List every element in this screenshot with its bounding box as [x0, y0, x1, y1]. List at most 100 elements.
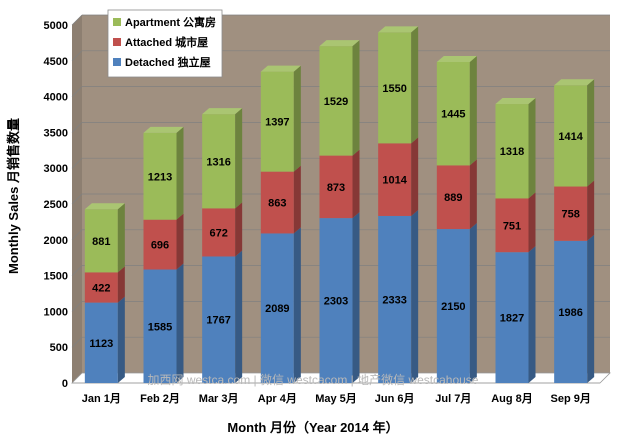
legend-swatch — [113, 18, 121, 26]
data-label: 1550 — [382, 83, 406, 95]
legend-swatch — [113, 38, 121, 46]
bar-segment — [260, 233, 294, 383]
x-axis-ticks: Jan 1月 Feb 2月 Mar 3月 Apr 4月 May 5月 Jun 6月 Jul … — [82, 392, 591, 405]
bar-segment-side — [293, 65, 301, 172]
bar-segment — [436, 61, 470, 166]
data-label: 2303 — [324, 296, 348, 308]
data-label: 873 — [327, 182, 345, 194]
legend-entry: Attached 城市屋 — [125, 35, 208, 49]
data-label: 2333 — [382, 294, 406, 306]
bar-segment — [495, 252, 529, 383]
bar-segment — [495, 198, 529, 253]
x-axis-title: Month 月份（Year 2014 年） — [227, 420, 398, 435]
x-tick-label: Jun 6月 — [375, 392, 415, 405]
bar-segment-side — [176, 213, 184, 270]
data-label: 1767 — [206, 315, 230, 327]
y-tick-label: 3000 — [44, 163, 68, 175]
x-tick-label: Aug 8月 — [491, 392, 533, 405]
gridline-side — [71, 157, 83, 169]
data-label: 1827 — [500, 313, 524, 325]
data-label: 751 — [503, 220, 521, 232]
data-label: 1445 — [441, 109, 465, 121]
gridline-side — [71, 50, 83, 62]
data-label: 1213 — [148, 171, 172, 183]
data-label: 758 — [561, 209, 579, 221]
bar-segment — [143, 269, 177, 383]
bar-top-face — [319, 40, 360, 47]
bar-top-face — [84, 203, 125, 210]
bar-segment — [143, 132, 177, 220]
bar-top-face — [554, 79, 595, 86]
bar-segment — [436, 229, 470, 383]
bar-segment — [378, 32, 412, 144]
bar-segment-side — [293, 165, 301, 234]
bar-segment-side — [352, 149, 360, 219]
bar-segment-side — [411, 137, 419, 216]
bar-segment-side — [528, 246, 536, 383]
data-label: 1414 — [558, 131, 583, 143]
data-label: 422 — [92, 282, 110, 294]
bar-segment-side — [528, 192, 536, 253]
data-label: 889 — [444, 192, 462, 204]
bar-segment-side — [411, 209, 419, 383]
bar-segment-side — [176, 263, 184, 383]
legend-box — [107, 9, 223, 78]
x-tick-label: Jul 7月 — [435, 392, 471, 405]
data-label: 863 — [268, 198, 286, 210]
data-label: 1318 — [500, 146, 524, 158]
bar-segment-side — [528, 98, 536, 199]
x-tick-label: Feb 2月 — [140, 392, 180, 405]
y-tick-label: 4000 — [44, 92, 68, 104]
y-tick-label: 4500 — [44, 56, 68, 68]
bar-top-face — [436, 55, 477, 62]
bar-segment — [554, 240, 588, 383]
bar-segment — [319, 218, 353, 383]
bar-top-face — [378, 26, 419, 33]
bar-segment-side — [469, 55, 477, 166]
bar-segment — [319, 46, 353, 156]
gridline-side — [71, 301, 83, 312]
bar-segment-side — [235, 250, 243, 383]
x-tick-label: May 5月 — [315, 392, 357, 405]
bar-segment-side — [235, 108, 243, 209]
bar-segment — [202, 256, 236, 383]
data-label: 1397 — [265, 117, 289, 129]
bar-segment — [84, 272, 118, 303]
bar-segment — [378, 215, 412, 383]
y-tick-label: 5000 — [44, 20, 68, 32]
bar-segment-side — [293, 227, 301, 383]
bar-segment — [202, 208, 236, 257]
gridline-side — [71, 336, 83, 348]
x-tick-label: Sep 9月 — [550, 392, 590, 405]
legend-entry: Apartment 公寓房 — [125, 15, 216, 29]
data-label: 672 — [209, 227, 227, 239]
bar-stacks: 1123 422 881 1585 696 1213 1767 672 1316 2089 863 1… — [84, 26, 595, 383]
bar-top-face — [202, 108, 243, 115]
bar-segment-side — [587, 234, 595, 383]
bar-segment-side — [352, 212, 360, 383]
bar-segment — [84, 302, 118, 383]
bar-top-face — [495, 98, 536, 105]
data-label: 2089 — [265, 303, 289, 315]
data-label: 1986 — [558, 307, 582, 319]
bar-segment — [319, 155, 353, 219]
gridline-side — [71, 265, 83, 276]
y-tick-label: 2000 — [44, 235, 68, 247]
bar-segment-side — [117, 266, 125, 303]
data-label: 1585 — [148, 321, 172, 333]
y-axis-ticks: 0 500 1000 1500 2000 2500 3000 3500 4000 4500 5000 — [44, 20, 68, 390]
watermark-text: 加西网 westca.com | 微信 westcacom | 地产微信 wes… — [148, 373, 479, 387]
bar-top-face — [260, 65, 301, 72]
bar-segment — [554, 85, 588, 187]
gridline-side — [71, 229, 83, 241]
bar-segment-side — [176, 126, 184, 220]
bar-segment — [84, 209, 118, 273]
legend-entry: Detached 独立屋 — [125, 55, 211, 69]
bar-segment-side — [117, 203, 125, 273]
y-tick-label: 3500 — [44, 127, 68, 139]
bar-top-face — [143, 126, 184, 133]
y-tick-label: 500 — [50, 342, 68, 354]
data-label: 1123 — [89, 338, 113, 350]
bar-segment — [554, 186, 588, 241]
